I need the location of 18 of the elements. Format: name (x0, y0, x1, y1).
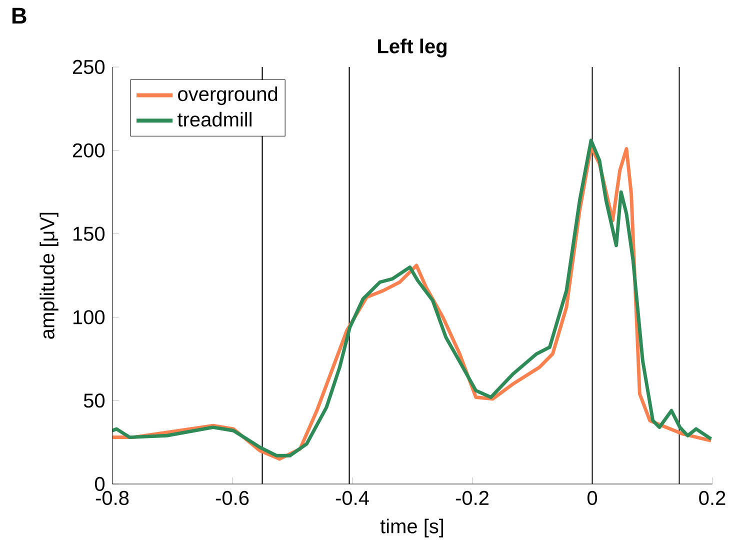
x-tick-label: 0 (587, 490, 598, 506)
y-tick-label: 100 (73, 310, 105, 324)
y-axis-title: amplitude [μV] (40, 212, 58, 339)
chart-title: Left leg (378, 38, 446, 58)
x-tick-label: -0.4 (336, 490, 369, 506)
y-tick-label: 50 (84, 394, 105, 408)
y-tick-label: 250 (72, 60, 105, 74)
x-tick-label: -0.2 (456, 490, 488, 506)
x-tick-label: -0.8 (96, 490, 129, 506)
y-tick-label: 200 (72, 143, 105, 158)
legend-label: overground (178, 86, 278, 106)
y-tick-label: 0 (94, 476, 105, 492)
x-tick-label: -0.6 (216, 490, 249, 506)
legend-label: treadmill (178, 112, 252, 127)
x-tick-label: 0.2 (699, 490, 726, 506)
text: B (12, 8, 26, 24)
x-axis-title: time [s] (380, 518, 444, 538)
y-tick-label: 150 (73, 226, 105, 241)
